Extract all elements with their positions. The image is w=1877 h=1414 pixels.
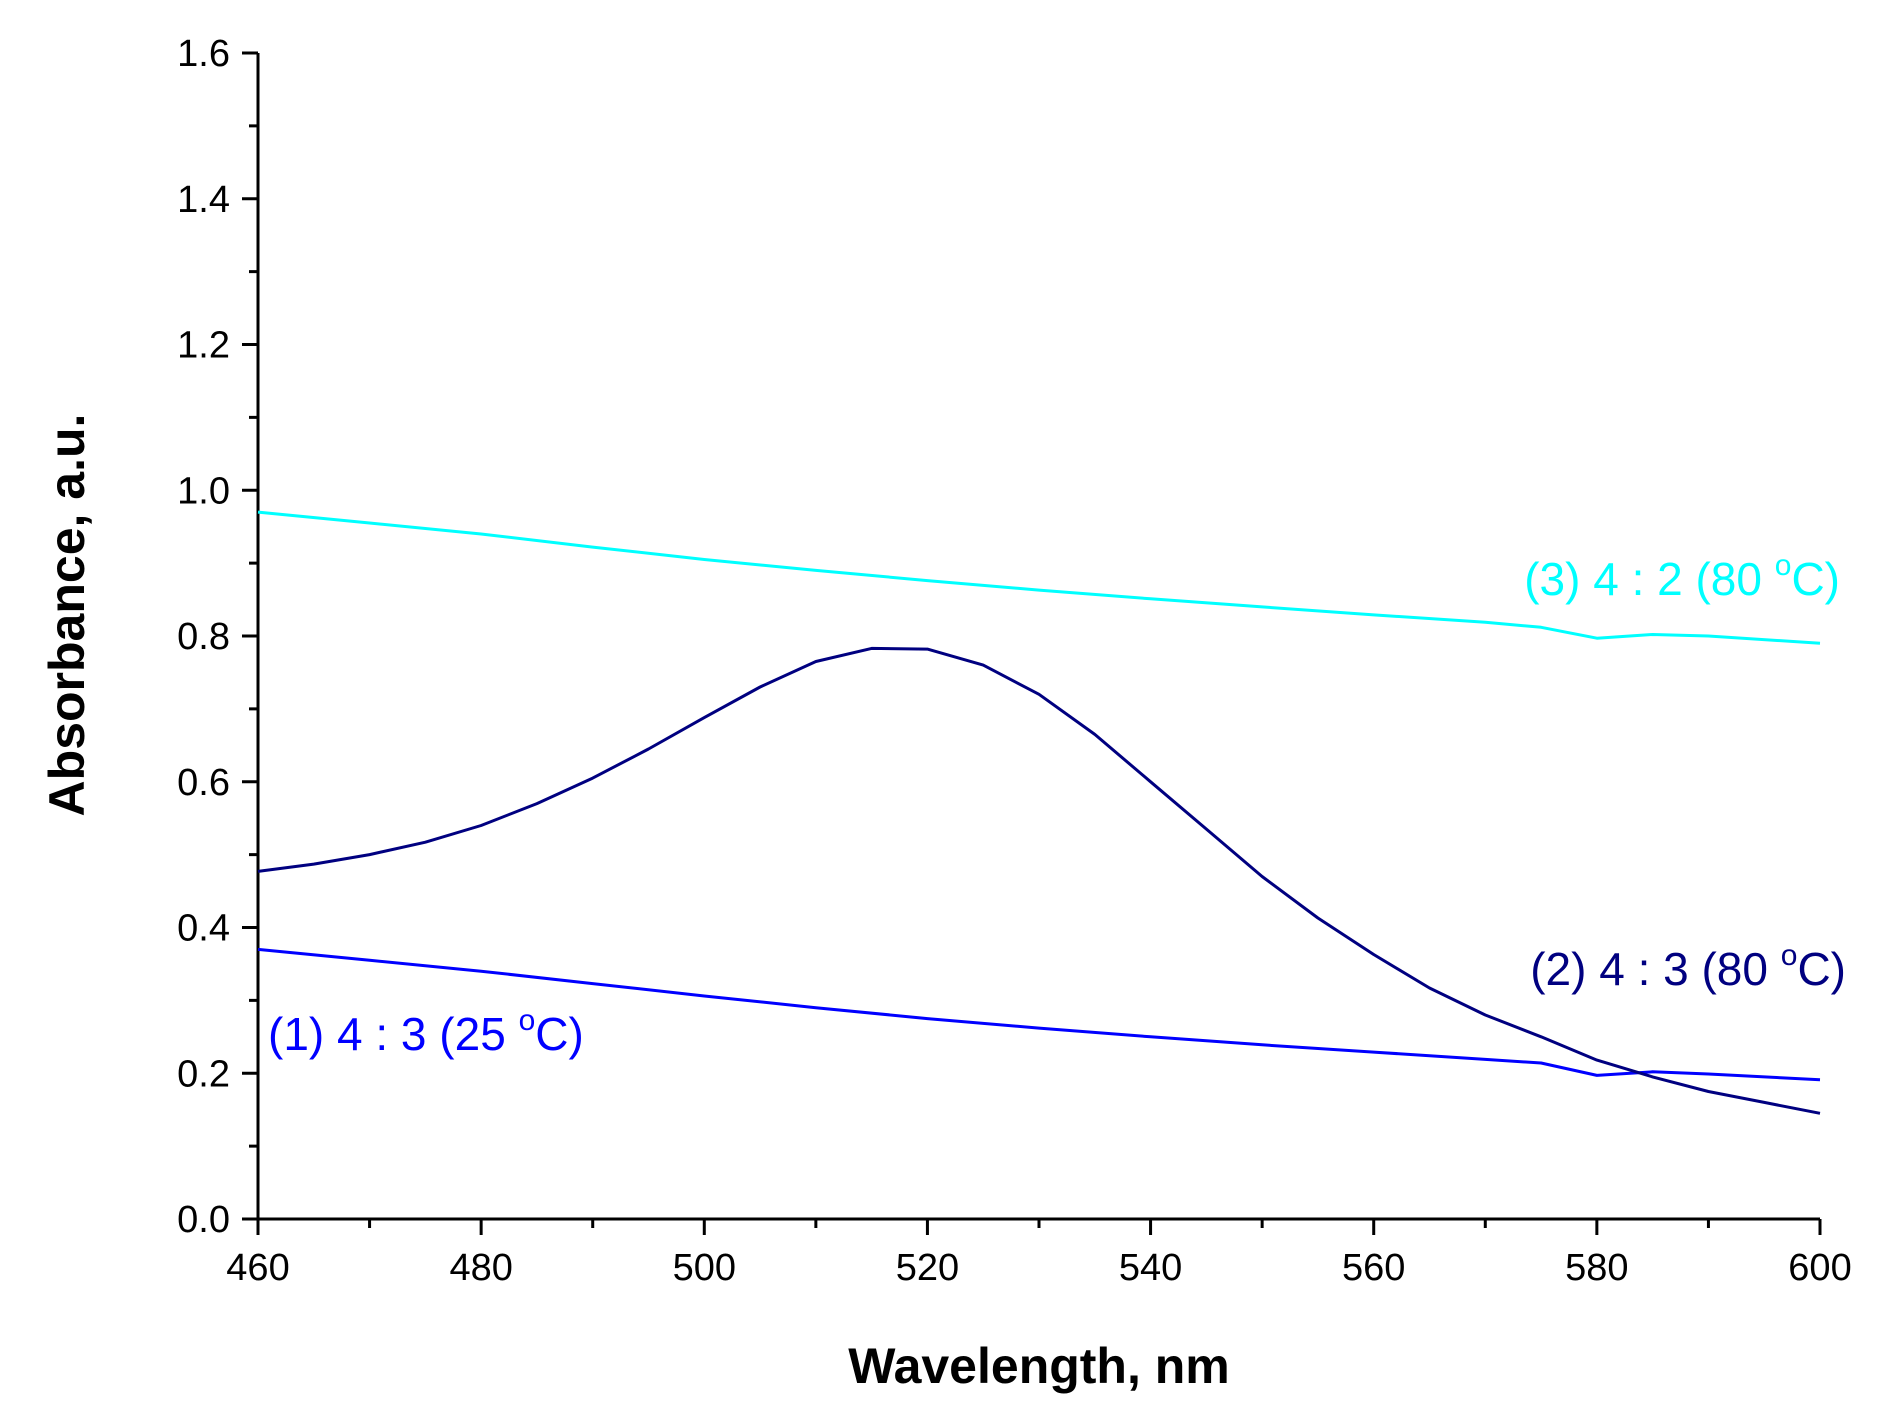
- y-axis-title: Absorbance, a.u.: [39, 414, 95, 817]
- series-3-line: [257, 510, 1821, 645]
- series-2-line: [257, 646, 1821, 1115]
- x-tick-label: 580: [1565, 1247, 1628, 1289]
- y-tick-label: 0.2: [177, 1053, 230, 1095]
- y-tick-label: 0.8: [177, 616, 230, 658]
- x-axis-title: Wavelength, nm: [848, 1338, 1230, 1394]
- y-tick-label: 0.4: [177, 908, 230, 950]
- y-tick-label: 1.6: [177, 33, 230, 75]
- x-tick-label: 540: [1119, 1247, 1182, 1289]
- y-tick-label: 1.0: [177, 470, 230, 512]
- plot-area: (1) 4 : 3 (25 oC) (2) 4 : 3 (80 oC) (3) 4 …: [257, 510, 1846, 1115]
- y-tick-label: 1.4: [177, 179, 230, 221]
- series-1-label: (1) 4 : 3 (25 oC): [268, 1004, 584, 1060]
- series-1-line: [257, 947, 1821, 1082]
- x-tick-label: 560: [1342, 1247, 1405, 1289]
- series-2-label: (2) 4 : 3 (80 oC): [1530, 939, 1846, 995]
- y-tick-label: 1.2: [177, 325, 230, 367]
- y-tick-label: 0.0: [177, 1199, 230, 1241]
- axes: 460 480 500 520 540 560 580 600 0.0 0.2 0.4 0.6 0.8 1…: [177, 33, 1852, 1289]
- series-3-label: (3) 4 : 2 (80 oC): [1524, 549, 1840, 605]
- y-tick-label: 0.6: [177, 762, 230, 804]
- x-tick-label: 460: [226, 1247, 289, 1289]
- x-tick-label: 520: [896, 1247, 959, 1289]
- x-tick-label: 600: [1788, 1247, 1851, 1289]
- x-tick-label: 500: [673, 1247, 736, 1289]
- x-tick-label: 480: [449, 1247, 512, 1289]
